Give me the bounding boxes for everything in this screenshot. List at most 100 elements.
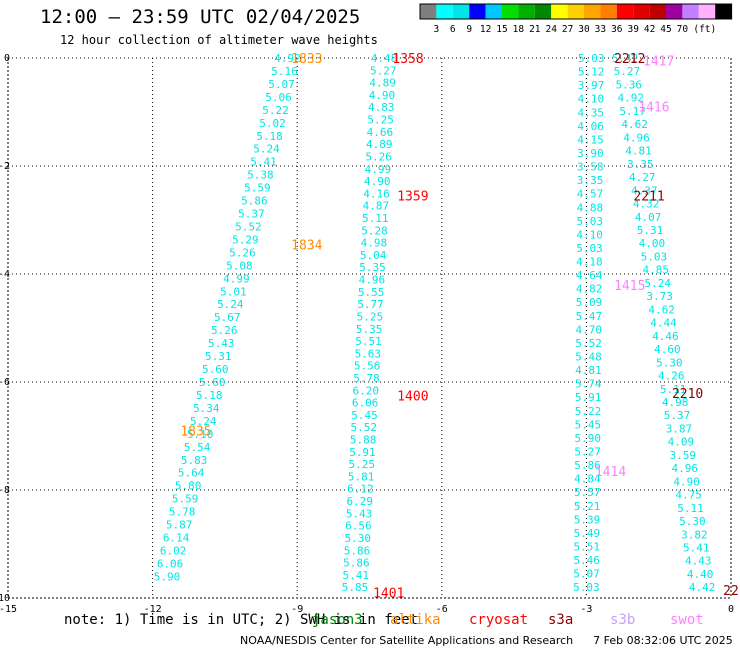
- legend-item-cryosat: cryosat: [469, 612, 529, 628]
- colorbar-tick-label: 21: [529, 24, 541, 35]
- swh-value-point: 5.37: [238, 208, 265, 221]
- swh-value-point: 5.39: [574, 513, 601, 526]
- swh-value-point: 5.27: [370, 64, 397, 77]
- swh-value-point: 5.41: [342, 569, 369, 582]
- swh-value-point: 6.56: [345, 520, 372, 533]
- y-tick-label: -2: [0, 161, 10, 172]
- pass-time-label: 1416: [638, 101, 669, 116]
- swh-value-point: 5.08: [226, 259, 253, 272]
- swh-value-point: 5.31: [637, 224, 664, 237]
- x-tick-label: -6: [436, 604, 448, 615]
- pass-time-label: 1415: [614, 279, 645, 294]
- swh-value-point: 4.81: [625, 145, 652, 158]
- swh-value-point: 5.35: [359, 261, 386, 274]
- colorbar-cell: [436, 4, 453, 19]
- colorbar-tick-label: 36: [611, 24, 623, 35]
- swh-value-point: 5.24: [190, 415, 217, 428]
- swh-value-point: 3.90: [577, 147, 604, 160]
- swh-value-point: 5.67: [214, 311, 241, 324]
- swh-value-point: 3.73: [646, 290, 673, 303]
- colorbar-tick-label: 6: [450, 24, 456, 35]
- swh-value-point: 4.27: [629, 171, 656, 184]
- swh-value-point: 4.09: [668, 436, 695, 449]
- swh-value-point: 5.12: [578, 66, 605, 79]
- swh-value-point: 5.25: [357, 310, 384, 323]
- swh-value-point: 5.16: [271, 65, 298, 78]
- swh-value-point: 4.96: [359, 274, 386, 287]
- swh-value-point: 5.74: [575, 378, 602, 391]
- pass-time-label: 1400: [397, 390, 428, 405]
- swh-value-point: 5.51: [355, 335, 382, 348]
- swh-value-point: 5.01: [220, 285, 247, 298]
- footer: NOAA/NESDIS Center for Satellite Applica…: [240, 634, 733, 647]
- swh-value-point: 5.91: [575, 391, 602, 404]
- swh-value-point: 5.60: [202, 363, 229, 376]
- colorbar-cell: [649, 4, 666, 19]
- swh-value-point: 4.70: [575, 323, 602, 336]
- swh-value-point: 5.25: [367, 114, 394, 127]
- colorbar-frame: [419, 3, 733, 20]
- swh-value-point: 4.90: [673, 475, 700, 488]
- colorbar-tick-label: 3: [434, 24, 440, 35]
- footer-credit: NOAA/NESDIS Center for Satellite Applica…: [240, 634, 574, 647]
- swh-value-point: 5.85: [342, 581, 369, 594]
- swh-value-point: 4.99: [223, 272, 250, 285]
- footer-date: 7 Feb 08:32:06 UTC 2025: [593, 634, 733, 647]
- swh-value-point: 5.90: [575, 432, 602, 445]
- swh-value-point: 4.96: [623, 131, 650, 144]
- swh-value-point: 5.21: [574, 500, 601, 513]
- swh-value-point: 5.45: [351, 409, 378, 422]
- colorbar-tick-label: 24: [545, 24, 557, 35]
- swh-value-point: 4.60: [654, 343, 681, 356]
- swh-value-point: 4.66: [367, 126, 394, 139]
- note-row: note: 1) Time is in UTC; 2) SWH is in fe…: [64, 612, 418, 628]
- swh-value-point: 5.87: [166, 519, 193, 532]
- swh-value-point: 5.30: [656, 356, 683, 369]
- swh-value-point: 6.20: [353, 384, 380, 397]
- swh-value-point: 5.02: [259, 117, 286, 130]
- swh-value-point: 4.42: [689, 581, 716, 594]
- colorbar-cell: [452, 4, 470, 19]
- colorbar-cell: [469, 4, 486, 19]
- swh-value-point: 4.90: [364, 175, 391, 188]
- swh-value-point: 6.29: [346, 495, 373, 508]
- swh-value-point: 5.64: [178, 467, 205, 480]
- pass-time-label: 1358: [392, 52, 423, 67]
- colorbar-cell: [616, 4, 634, 19]
- satellite-legend: jason3 altika cryosat s3a s3b swot: [0, 612, 740, 630]
- swh-value-point: 4.10: [576, 228, 603, 241]
- x-tick-label: -3: [580, 604, 592, 615]
- colorbar-cell: [666, 4, 683, 19]
- swh-value-point: 3.35: [627, 158, 654, 171]
- swh-value-point: 4.88: [577, 201, 604, 214]
- swh-value-point: 4.84: [574, 473, 601, 486]
- swh-value-point: 5.03: [578, 52, 605, 65]
- swh-value-point: 5.48: [575, 351, 602, 364]
- colorbar-cell: [584, 4, 601, 19]
- swh-value-point: 4.26: [658, 370, 685, 383]
- colorbar-cell: [698, 4, 716, 19]
- swh-value-point: 5.26: [229, 246, 256, 259]
- colorbar-tick-label: 33: [595, 24, 606, 35]
- swh-value-point: 5.90: [154, 570, 181, 583]
- colorbar-tick-label: 12: [480, 24, 491, 35]
- swh-value-point: 5.34: [193, 402, 220, 415]
- swh-value-point: 5.24: [217, 298, 244, 311]
- y-tick-label: -6: [0, 377, 10, 388]
- swh-value-point: 5.47: [576, 310, 603, 323]
- swh-value-point: 5.52: [351, 421, 378, 434]
- swh-value-point: 5.03: [576, 242, 603, 255]
- swh-value-point: 3.87: [666, 422, 693, 435]
- swh-value-point: 5.28: [361, 224, 388, 237]
- swh-value-point: 3.97: [578, 79, 605, 92]
- pass-time-label: 1833: [291, 52, 322, 67]
- swh-value-point: 6.14: [163, 532, 190, 545]
- pass-time-label: 1414: [595, 465, 626, 480]
- swh-value-point: 5.91: [349, 446, 376, 459]
- swh-value-point: 4.92: [274, 52, 301, 65]
- colorbar-tick-label: 27: [562, 24, 573, 35]
- swh-value-point: 5.56: [354, 360, 381, 373]
- swh-value-point: 4.89: [366, 138, 393, 151]
- swh-value-point: 4.15: [577, 133, 604, 146]
- swh-value-point: 4.62: [648, 303, 675, 316]
